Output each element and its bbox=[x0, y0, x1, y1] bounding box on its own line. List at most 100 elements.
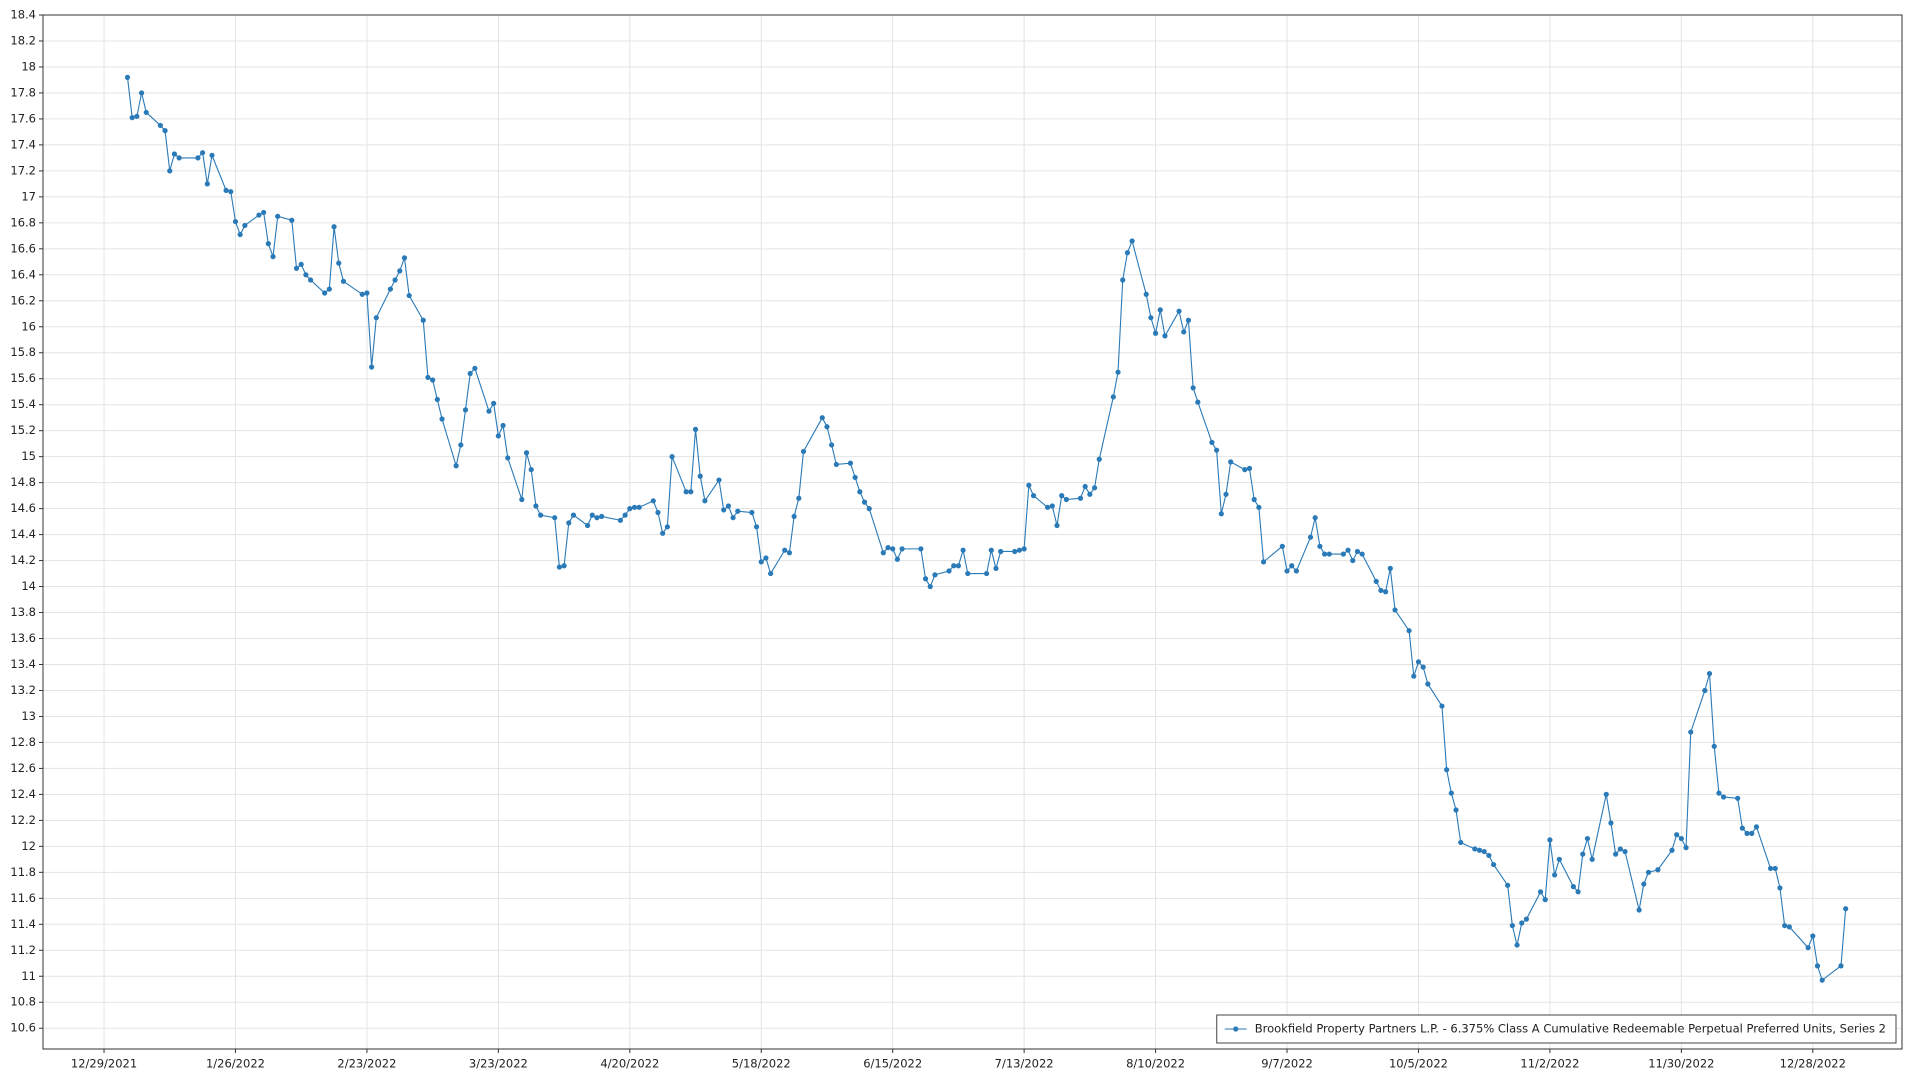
data-point bbox=[1406, 628, 1412, 634]
data-point bbox=[1767, 865, 1774, 872]
data-point bbox=[885, 544, 891, 551]
data-point bbox=[890, 546, 896, 552]
data-point bbox=[167, 168, 173, 174]
data-point bbox=[857, 489, 863, 495]
data-point bbox=[1814, 963, 1821, 969]
data-point bbox=[1514, 942, 1520, 948]
data-point bbox=[1350, 557, 1356, 564]
data-point bbox=[965, 570, 971, 577]
data-point bbox=[1016, 547, 1023, 553]
data-point bbox=[983, 570, 990, 577]
y-tick-label: 13 bbox=[21, 709, 36, 723]
data-point bbox=[1580, 851, 1586, 857]
data-point bbox=[1603, 791, 1609, 797]
data-point bbox=[1843, 906, 1849, 912]
data-point bbox=[270, 254, 276, 260]
x-tick-label: 10/5/2022 bbox=[1389, 1057, 1448, 1071]
y-tick-label: 17.8 bbox=[10, 85, 36, 99]
data-point bbox=[204, 181, 210, 187]
data-point bbox=[1185, 317, 1192, 323]
x-tick-label: 5/18/2022 bbox=[732, 1057, 791, 1071]
data-point bbox=[523, 450, 530, 456]
data-point bbox=[866, 506, 872, 512]
y-tick-label: 12.8 bbox=[10, 735, 36, 749]
data-point bbox=[1059, 493, 1065, 499]
data-point bbox=[1613, 851, 1619, 857]
data-point bbox=[232, 218, 239, 225]
data-point bbox=[331, 224, 337, 230]
data-point bbox=[1190, 385, 1196, 391]
data-point bbox=[1223, 491, 1229, 497]
data-point bbox=[397, 268, 403, 274]
y-tick-label: 10.6 bbox=[10, 1021, 36, 1035]
data-point bbox=[195, 155, 201, 161]
data-point bbox=[1444, 767, 1450, 773]
data-point bbox=[833, 461, 839, 468]
x-tick-label: 3/23/2022 bbox=[469, 1057, 528, 1071]
data-point bbox=[340, 278, 347, 284]
legend-marker bbox=[1233, 1026, 1239, 1032]
data-point bbox=[1819, 977, 1825, 983]
data-point bbox=[1425, 681, 1431, 687]
data-point bbox=[1523, 916, 1530, 922]
data-point bbox=[960, 547, 966, 553]
data-point bbox=[307, 277, 314, 283]
data-point bbox=[1688, 729, 1694, 735]
data-point bbox=[1547, 837, 1553, 843]
data-point bbox=[1326, 551, 1332, 557]
data-point bbox=[129, 115, 135, 121]
data-point bbox=[1411, 673, 1417, 679]
data-point bbox=[702, 498, 708, 504]
data-point bbox=[209, 152, 215, 158]
data-point bbox=[1505, 882, 1511, 888]
data-point bbox=[439, 416, 445, 422]
data-point bbox=[1049, 503, 1055, 509]
data-point bbox=[1645, 869, 1652, 875]
y-tick-label: 11.4 bbox=[10, 917, 36, 931]
data-point bbox=[1570, 884, 1576, 890]
data-point bbox=[1279, 543, 1285, 549]
data-point bbox=[1735, 795, 1741, 801]
data-point bbox=[918, 546, 924, 552]
data-point bbox=[1148, 315, 1154, 321]
data-point bbox=[505, 455, 511, 461]
data-point bbox=[617, 517, 624, 523]
data-point bbox=[1195, 399, 1201, 405]
data-point bbox=[1181, 329, 1187, 335]
data-point bbox=[176, 155, 182, 161]
y-tick-label: 13.4 bbox=[10, 657, 36, 671]
y-tick-label: 14.2 bbox=[10, 553, 36, 567]
data-point bbox=[453, 463, 459, 469]
data-point bbox=[1152, 330, 1159, 336]
y-tick-label: 11.2 bbox=[10, 943, 36, 957]
data-point bbox=[1490, 861, 1497, 868]
data-point bbox=[1641, 881, 1647, 887]
data-point bbox=[1716, 790, 1722, 796]
data-point bbox=[265, 241, 271, 247]
data-point bbox=[1556, 856, 1562, 862]
data-point bbox=[162, 128, 168, 134]
data-point bbox=[1552, 872, 1558, 878]
data-point bbox=[1448, 790, 1454, 796]
data-point bbox=[1228, 459, 1234, 465]
data-point bbox=[1110, 394, 1116, 400]
y-tick-label: 12.4 bbox=[10, 787, 36, 801]
y-tick-label: 15.4 bbox=[10, 397, 36, 411]
data-point bbox=[1608, 820, 1614, 826]
data-point bbox=[1115, 369, 1121, 375]
data-point bbox=[261, 209, 267, 216]
data-point bbox=[946, 568, 952, 574]
data-point bbox=[749, 509, 755, 516]
data-point bbox=[1242, 467, 1248, 473]
data-point bbox=[528, 467, 534, 473]
data-point bbox=[401, 255, 408, 261]
data-point bbox=[500, 422, 506, 429]
data-point bbox=[683, 489, 689, 495]
data-point bbox=[1096, 456, 1102, 462]
data-point bbox=[1453, 807, 1459, 813]
y-tick-label: 18.2 bbox=[10, 33, 36, 47]
legend-box bbox=[1216, 1014, 1897, 1044]
data-point bbox=[1063, 496, 1069, 503]
legend-label: Brookfield Property Partners L.P. - 6.37… bbox=[1255, 1022, 1886, 1036]
